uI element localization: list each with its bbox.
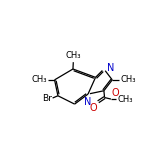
Text: N: N	[84, 97, 92, 107]
Text: O: O	[89, 103, 97, 113]
Text: Br: Br	[42, 93, 52, 103]
Text: N: N	[107, 63, 114, 73]
Text: O: O	[112, 88, 119, 98]
Text: CH₃: CH₃	[117, 95, 133, 104]
Text: CH₃: CH₃	[31, 75, 47, 84]
Text: CH₃: CH₃	[120, 75, 136, 84]
Text: CH₃: CH₃	[66, 51, 81, 60]
